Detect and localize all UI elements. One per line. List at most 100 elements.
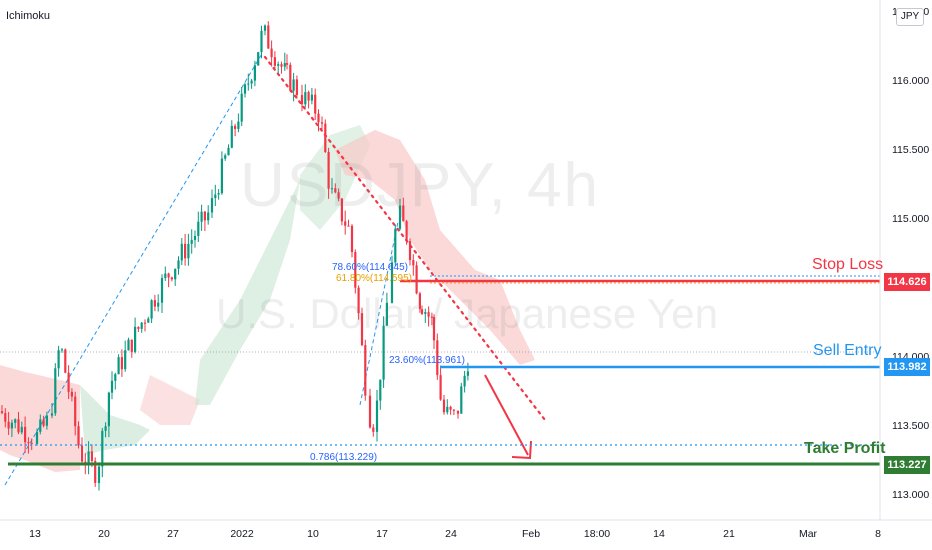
candle-up: [277, 64, 280, 66]
x-tick-label: 21: [723, 528, 735, 540]
sell-entry-price-tag: 113.982: [884, 358, 930, 376]
currency-selector[interactable]: JPY: [896, 8, 924, 26]
candle-up: [177, 260, 180, 269]
candle-up: [385, 302, 388, 326]
candle-down: [74, 396, 77, 427]
candle-up: [247, 83, 250, 85]
candle-up: [134, 326, 137, 352]
candle-up: [107, 392, 110, 427]
projection-arrow-head: [511, 440, 532, 460]
candle-up: [197, 221, 200, 236]
candle-down: [432, 317, 436, 341]
candle-up: [157, 302, 160, 307]
candle-up: [140, 322, 143, 329]
x-tick-label: 20: [98, 528, 110, 540]
candle-down: [17, 419, 20, 433]
candle-up: [330, 188, 334, 190]
candle-down: [130, 339, 133, 352]
candle-down: [170, 277, 173, 280]
candle-down: [320, 122, 324, 124]
candle-down: [42, 419, 45, 426]
candle-down: [439, 375, 442, 400]
candle-down: [324, 123, 327, 152]
candle-down: [344, 221, 347, 226]
candle-up: [20, 426, 23, 433]
candle-up: [283, 63, 286, 67]
candle-down: [273, 57, 276, 66]
candle-up: [260, 30, 263, 53]
candle-down: [137, 326, 140, 329]
candle-up: [110, 380, 114, 393]
candle-down: [456, 410, 460, 414]
candle-down: [120, 357, 123, 370]
candle-down: [77, 426, 80, 446]
candle-up: [190, 239, 193, 244]
cloud-green-patch: [80, 385, 150, 455]
candle-up: [50, 413, 54, 416]
candle-down: [334, 188, 337, 193]
candle-down: [234, 125, 237, 129]
cloud-green-patch: [195, 180, 300, 405]
candle-down: [357, 287, 360, 314]
cloud-red-patch: [335, 130, 535, 365]
candle-up: [257, 52, 260, 66]
candle-down: [4, 413, 7, 422]
candle-down: [67, 372, 70, 392]
candle-up: [237, 121, 240, 129]
candle-up: [60, 349, 64, 351]
candle-down: [27, 442, 30, 444]
candle-up: [310, 94, 313, 101]
candle-up: [87, 451, 90, 465]
candle-down: [300, 95, 304, 105]
indicator-label[interactable]: Ichimoku: [6, 10, 51, 22]
candle-down: [167, 273, 170, 278]
candle-up: [124, 350, 127, 370]
cloud-red-patch: [140, 375, 200, 425]
candle-up: [292, 79, 295, 91]
candle-down: [452, 409, 455, 411]
candle-up: [230, 125, 233, 148]
candle-down: [350, 225, 354, 253]
candle-down: [430, 316, 433, 318]
candle-up: [263, 25, 267, 31]
candle-down: [364, 345, 367, 396]
x-tick-label: 17: [376, 528, 388, 540]
watermark-name: U.S. Dollar / Japanese Yen: [216, 290, 718, 337]
candle-down: [436, 340, 439, 376]
candle-up: [398, 205, 402, 229]
candle-down: [0, 411, 4, 414]
candle-down: [337, 192, 340, 199]
candle-down: [285, 63, 289, 65]
candle-up: [382, 325, 385, 380]
fib-label-618: 61.80%(114.595): [336, 273, 412, 284]
candle-up: [35, 431, 39, 444]
candle-down: [295, 79, 298, 96]
candle-down: [70, 391, 73, 397]
stop-loss-label: Stop Loss: [812, 256, 884, 273]
candle-down: [415, 265, 418, 294]
candlestick-series: [0, 21, 469, 491]
candle-up: [180, 243, 183, 261]
candle-down: [64, 349, 67, 373]
candle-down: [90, 451, 93, 461]
candle-up: [127, 339, 130, 351]
x-tick-label: Feb: [522, 528, 540, 540]
y-tick-label: 113.500: [892, 420, 929, 432]
candle-up: [187, 243, 190, 259]
candle-up: [150, 300, 153, 319]
candle-down: [80, 445, 84, 462]
candle-down: [347, 225, 350, 227]
candle-up: [97, 466, 101, 483]
x-tick-label: 18:00: [584, 528, 610, 540]
candle-up: [240, 93, 243, 122]
candle-down: [372, 427, 375, 432]
candle-down: [30, 443, 33, 445]
downtrend-line: [263, 55, 547, 422]
candle-up: [227, 147, 230, 156]
candle-up: [101, 430, 104, 467]
candle-up: [220, 158, 223, 194]
x-tick-label: 2022: [230, 528, 254, 540]
candle-up: [174, 268, 177, 280]
